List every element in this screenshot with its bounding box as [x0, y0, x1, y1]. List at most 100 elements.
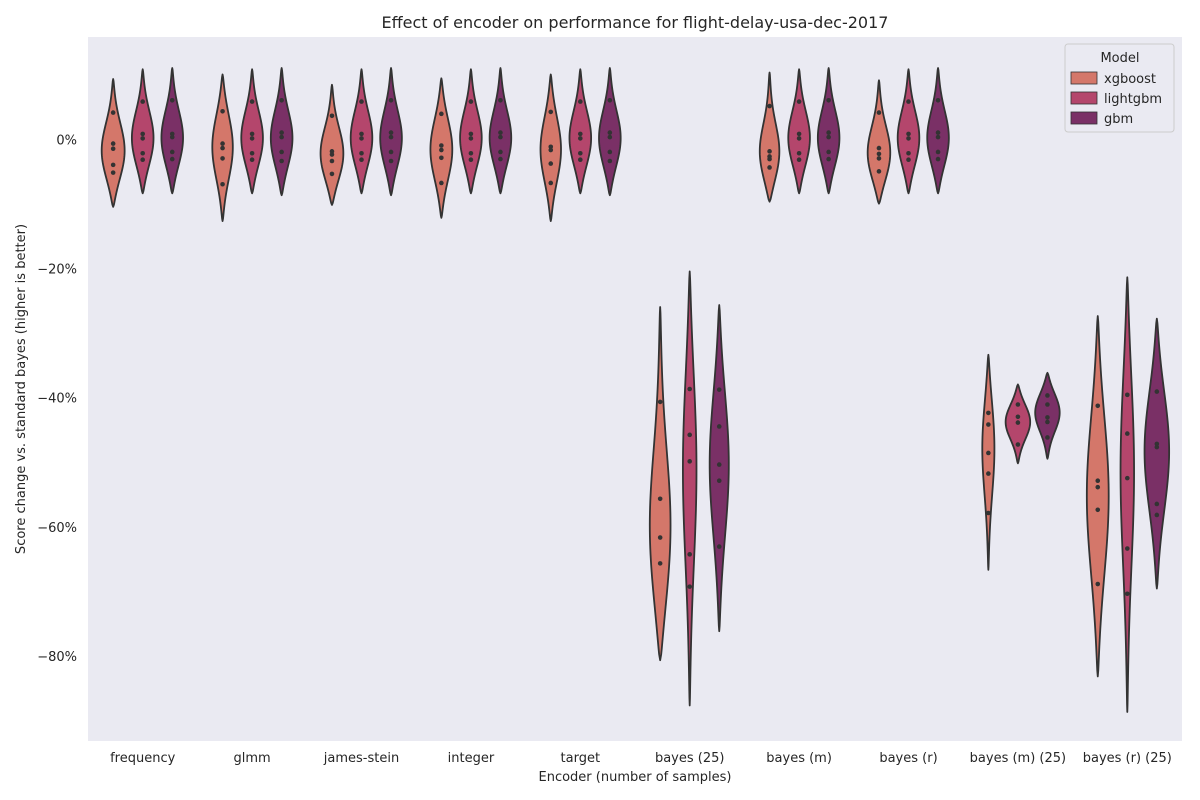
data-point — [1154, 389, 1160, 394]
data-point — [220, 141, 225, 146]
legend: Model xgboost lightgbm gbm — [1064, 43, 1175, 133]
violin-lightgbm-6 — [787, 68, 811, 195]
data-point — [498, 134, 503, 140]
data-point — [1125, 591, 1130, 597]
data-point — [1154, 444, 1160, 450]
data-point — [826, 149, 831, 155]
data-point — [110, 146, 116, 152]
violin-gbm-5 — [708, 304, 730, 633]
x-tick-label: james-stein — [323, 751, 399, 766]
violin-gbm-9 — [1143, 317, 1171, 590]
data-point — [249, 99, 255, 104]
data-point — [716, 478, 722, 484]
data-point — [140, 150, 145, 156]
data-point — [249, 150, 255, 156]
violin-xgboost-9 — [1085, 315, 1110, 678]
data-point — [329, 113, 335, 119]
data-point — [876, 156, 882, 161]
y-tick-label: −80% — [37, 650, 77, 665]
data-point — [279, 134, 284, 140]
legend-label-lightgbm: lightgbm — [1104, 92, 1162, 107]
x-axis-label: Encoder (number of samples) — [539, 770, 732, 785]
plot-area — [88, 37, 1182, 741]
data-point — [578, 157, 583, 163]
data-point — [826, 130, 831, 135]
data-point — [279, 158, 284, 164]
data-point — [468, 157, 474, 163]
data-point — [140, 157, 145, 163]
data-point — [498, 130, 503, 135]
data-point — [767, 149, 772, 154]
data-point — [439, 111, 444, 117]
data-point — [986, 410, 991, 416]
violin-lightgbm-5 — [682, 270, 698, 707]
y-axis-label: Score change vs. standard bayes (higher … — [14, 224, 29, 554]
data-point — [468, 99, 474, 104]
data-point — [1015, 420, 1021, 425]
data-point — [169, 134, 175, 140]
data-point — [906, 150, 911, 156]
y-tick-label: −20% — [37, 263, 77, 278]
data-point — [359, 99, 364, 104]
data-point — [439, 180, 444, 186]
violin-lightgbm-1 — [240, 68, 264, 195]
data-point — [906, 99, 911, 104]
data-point — [439, 147, 444, 153]
data-point — [1095, 484, 1101, 490]
data-point — [329, 158, 335, 164]
violin-xgboost-8 — [981, 353, 996, 571]
data-point — [986, 510, 991, 516]
violin-xgboost-7 — [866, 79, 892, 205]
data-point — [249, 136, 255, 141]
chart-title: Effect of encoder on performance for fli… — [382, 13, 889, 32]
data-point — [249, 131, 255, 137]
data-point — [388, 158, 394, 164]
data-point — [1125, 475, 1130, 481]
data-point — [1154, 512, 1160, 518]
data-point — [876, 151, 882, 157]
data-point — [169, 156, 175, 162]
data-point — [548, 147, 554, 153]
data-point — [169, 131, 175, 137]
violin-lightgbm-7 — [896, 68, 921, 195]
violin-lightgbm-0 — [130, 68, 155, 195]
x-tick-label: integer — [448, 751, 495, 766]
data-point — [169, 149, 175, 155]
legend-entries: xgboost lightgbm gbm — [1070, 71, 1162, 127]
data-point — [1045, 415, 1050, 420]
data-point — [1095, 403, 1101, 409]
data-point — [716, 544, 722, 549]
data-point — [826, 134, 831, 140]
data-point — [687, 432, 692, 438]
data-point — [388, 130, 394, 135]
legend-swatch-gbm — [1070, 111, 1098, 125]
data-point — [578, 136, 583, 141]
data-point — [140, 131, 145, 137]
data-point — [388, 134, 394, 140]
data-point — [657, 535, 663, 540]
data-point — [876, 110, 882, 115]
data-point — [826, 97, 831, 103]
data-point — [1045, 435, 1050, 440]
violin-xgboost-2 — [319, 83, 345, 206]
x-tick-label: bayes (m) — [766, 751, 832, 766]
data-point — [548, 180, 554, 186]
data-point — [110, 110, 116, 115]
data-point — [578, 150, 583, 156]
data-point — [607, 130, 613, 135]
data-point — [388, 149, 394, 155]
data-point — [796, 99, 802, 104]
data-point — [498, 97, 503, 103]
violin-lightgbm-3 — [459, 68, 483, 195]
data-point — [876, 169, 882, 174]
data-point — [548, 161, 554, 166]
data-point — [687, 386, 692, 392]
data-point — [1125, 546, 1130, 551]
data-point — [249, 157, 255, 163]
y-tick-label: 0% — [56, 133, 77, 148]
data-point — [388, 97, 394, 103]
data-point — [657, 561, 663, 566]
data-point — [220, 108, 225, 114]
data-point — [140, 136, 145, 141]
data-point — [468, 131, 474, 137]
